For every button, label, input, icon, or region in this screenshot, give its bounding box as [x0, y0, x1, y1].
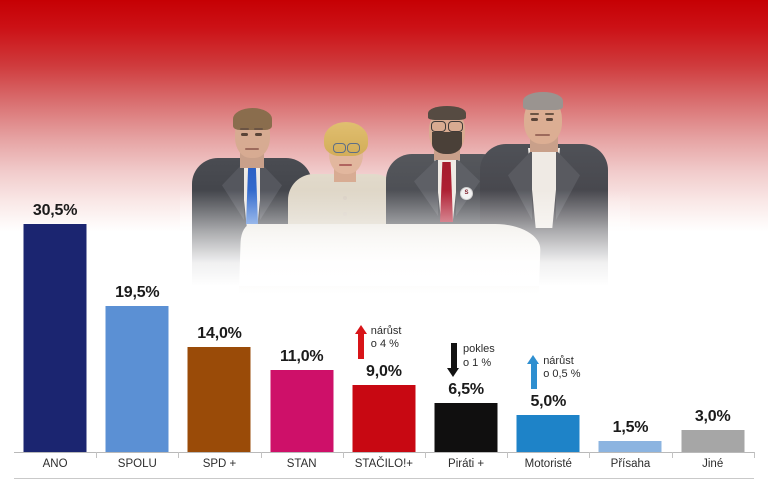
bar-p-saha[interactable] — [598, 440, 662, 452]
person-1-hair — [233, 108, 272, 130]
person-2-glasses-right — [347, 143, 360, 153]
person-4-eye-left — [531, 118, 538, 121]
person-2-mouth — [339, 164, 352, 166]
person-2-glasses-left — [333, 143, 346, 153]
person-3-hair — [428, 106, 466, 120]
annotation-increase-motorist: nárůst o 0,5 % — [527, 354, 581, 389]
person-4-brow-right — [545, 113, 554, 115]
bar-sta-ilo[interactable] — [352, 384, 416, 452]
annotation-text: nárůst o 4 % — [371, 325, 402, 352]
annotation-line-1: pokles — [463, 343, 495, 356]
annotation-text: nárůst o 0,5 % — [543, 355, 580, 382]
annotation-text: pokles o 1 % — [463, 343, 495, 370]
person-3-glasses-left — [431, 121, 446, 132]
axis-tick — [342, 452, 344, 458]
bar-spolu[interactable] — [105, 306, 169, 452]
person-4-mouth — [535, 134, 550, 136]
bar-value-label: 3,0% — [694, 407, 731, 425]
bar-ano[interactable] — [23, 224, 87, 452]
bar-slot-spolu: 19,5% — [96, 180, 178, 452]
bar-stan[interactable] — [270, 369, 334, 452]
annotation-line-2: o 4 % — [370, 338, 399, 351]
arrow-down-icon — [447, 343, 460, 378]
person-4-eye-right — [546, 118, 553, 121]
bar-slot-motorist: 5,0% — [507, 180, 589, 452]
category-label-spolu: SPOLU — [117, 458, 157, 470]
annotation-line-2: o 1 % — [463, 356, 492, 369]
person-3-glasses-right — [448, 121, 463, 132]
axis-tick — [589, 452, 591, 458]
axis-tick — [178, 452, 180, 458]
bar-value-label: 11,0% — [279, 347, 324, 365]
bar-value-label: 6,5% — [448, 381, 484, 399]
person-1-brow-left — [240, 128, 249, 130]
bar-slot-p-saha: 1,5% — [589, 180, 671, 452]
person-4-brow-left — [530, 113, 539, 115]
chart-plot-area: 30,5% 19,5% 14,0% 11,0% 9,0% 6,5% 5,0% 1,5% 3,0%… — [0, 180, 768, 452]
person-3-beard — [432, 132, 462, 154]
arrow-up-icon — [354, 324, 368, 359]
person-1-eye-right — [255, 133, 262, 136]
category-label-pir-ti: Piráti + — [448, 458, 485, 470]
bar-slot-pir-ti: 6,5% — [425, 180, 507, 452]
chart-axis-band: ANO SPOLU SPD + STAN STAČILO!+ Piráti + Motori… — [0, 452, 768, 480]
bar-value-label: 5,0% — [530, 392, 567, 410]
category-label-p-saha: Přísaha — [610, 458, 651, 470]
category-label-jin: Jiné — [702, 458, 724, 470]
bar-value-label: 1,5% — [612, 418, 649, 436]
bar-slot-ano: 30,5% — [14, 180, 96, 452]
bar-slot-stan: 11,0% — [261, 180, 343, 452]
category-label-ano: ANO — [42, 458, 68, 470]
arrow-up-icon — [527, 354, 540, 389]
bar-value-label: 19,5% — [115, 284, 160, 302]
bar-slot-jin: 3,0% — [672, 180, 754, 452]
annotation-line-1: nárůst — [543, 354, 574, 367]
bar-pir-ti[interactable] — [434, 403, 498, 452]
category-label-sta-ilo: STAČILO!+ — [354, 458, 414, 470]
bar-value-label: 14,0% — [197, 325, 242, 343]
person-1-eye-left — [241, 133, 248, 136]
axis-baseline — [14, 452, 754, 453]
annotation-increase-sta-ilo: nárůst o 4 % — [354, 324, 402, 359]
axis-bottom-rule — [14, 478, 754, 479]
category-label-motorist: Motoristé — [524, 458, 572, 470]
category-label-spd: SPD + — [202, 458, 237, 470]
annotation-decrease-pir-ti: pokles o 1 % — [447, 343, 495, 378]
axis-tick — [96, 452, 98, 458]
bar-value-label: 30,5% — [32, 202, 78, 219]
category-label-stan: STAN — [286, 458, 317, 470]
poll-bar-chart: 30,5% 19,5% 14,0% 11,0% 9,0% 6,5% 5,0% 1,5% 3,0%… — [0, 180, 768, 480]
person-2-hair — [324, 122, 368, 156]
axis-tick — [507, 452, 509, 458]
person-1-mouth — [245, 148, 259, 150]
annotation-line-2: o 0,5 % — [543, 368, 581, 381]
person-1-brow-right — [254, 128, 263, 130]
axis-tick — [753, 452, 755, 458]
annotation-line-1: nárůst — [370, 324, 402, 337]
bar-motorist[interactable] — [516, 414, 580, 452]
person-4-hair — [523, 92, 563, 110]
bar-slot-sta-ilo: 9,0% — [343, 180, 425, 452]
bar-slot-spd: 14,0% — [178, 180, 260, 452]
bar-spd[interactable] — [187, 347, 251, 452]
axis-tick — [671, 452, 673, 458]
bar-value-label: 9,0% — [366, 362, 402, 380]
axis-tick — [425, 452, 426, 458]
bar-jin[interactable] — [681, 429, 745, 452]
axis-tick — [260, 452, 262, 458]
